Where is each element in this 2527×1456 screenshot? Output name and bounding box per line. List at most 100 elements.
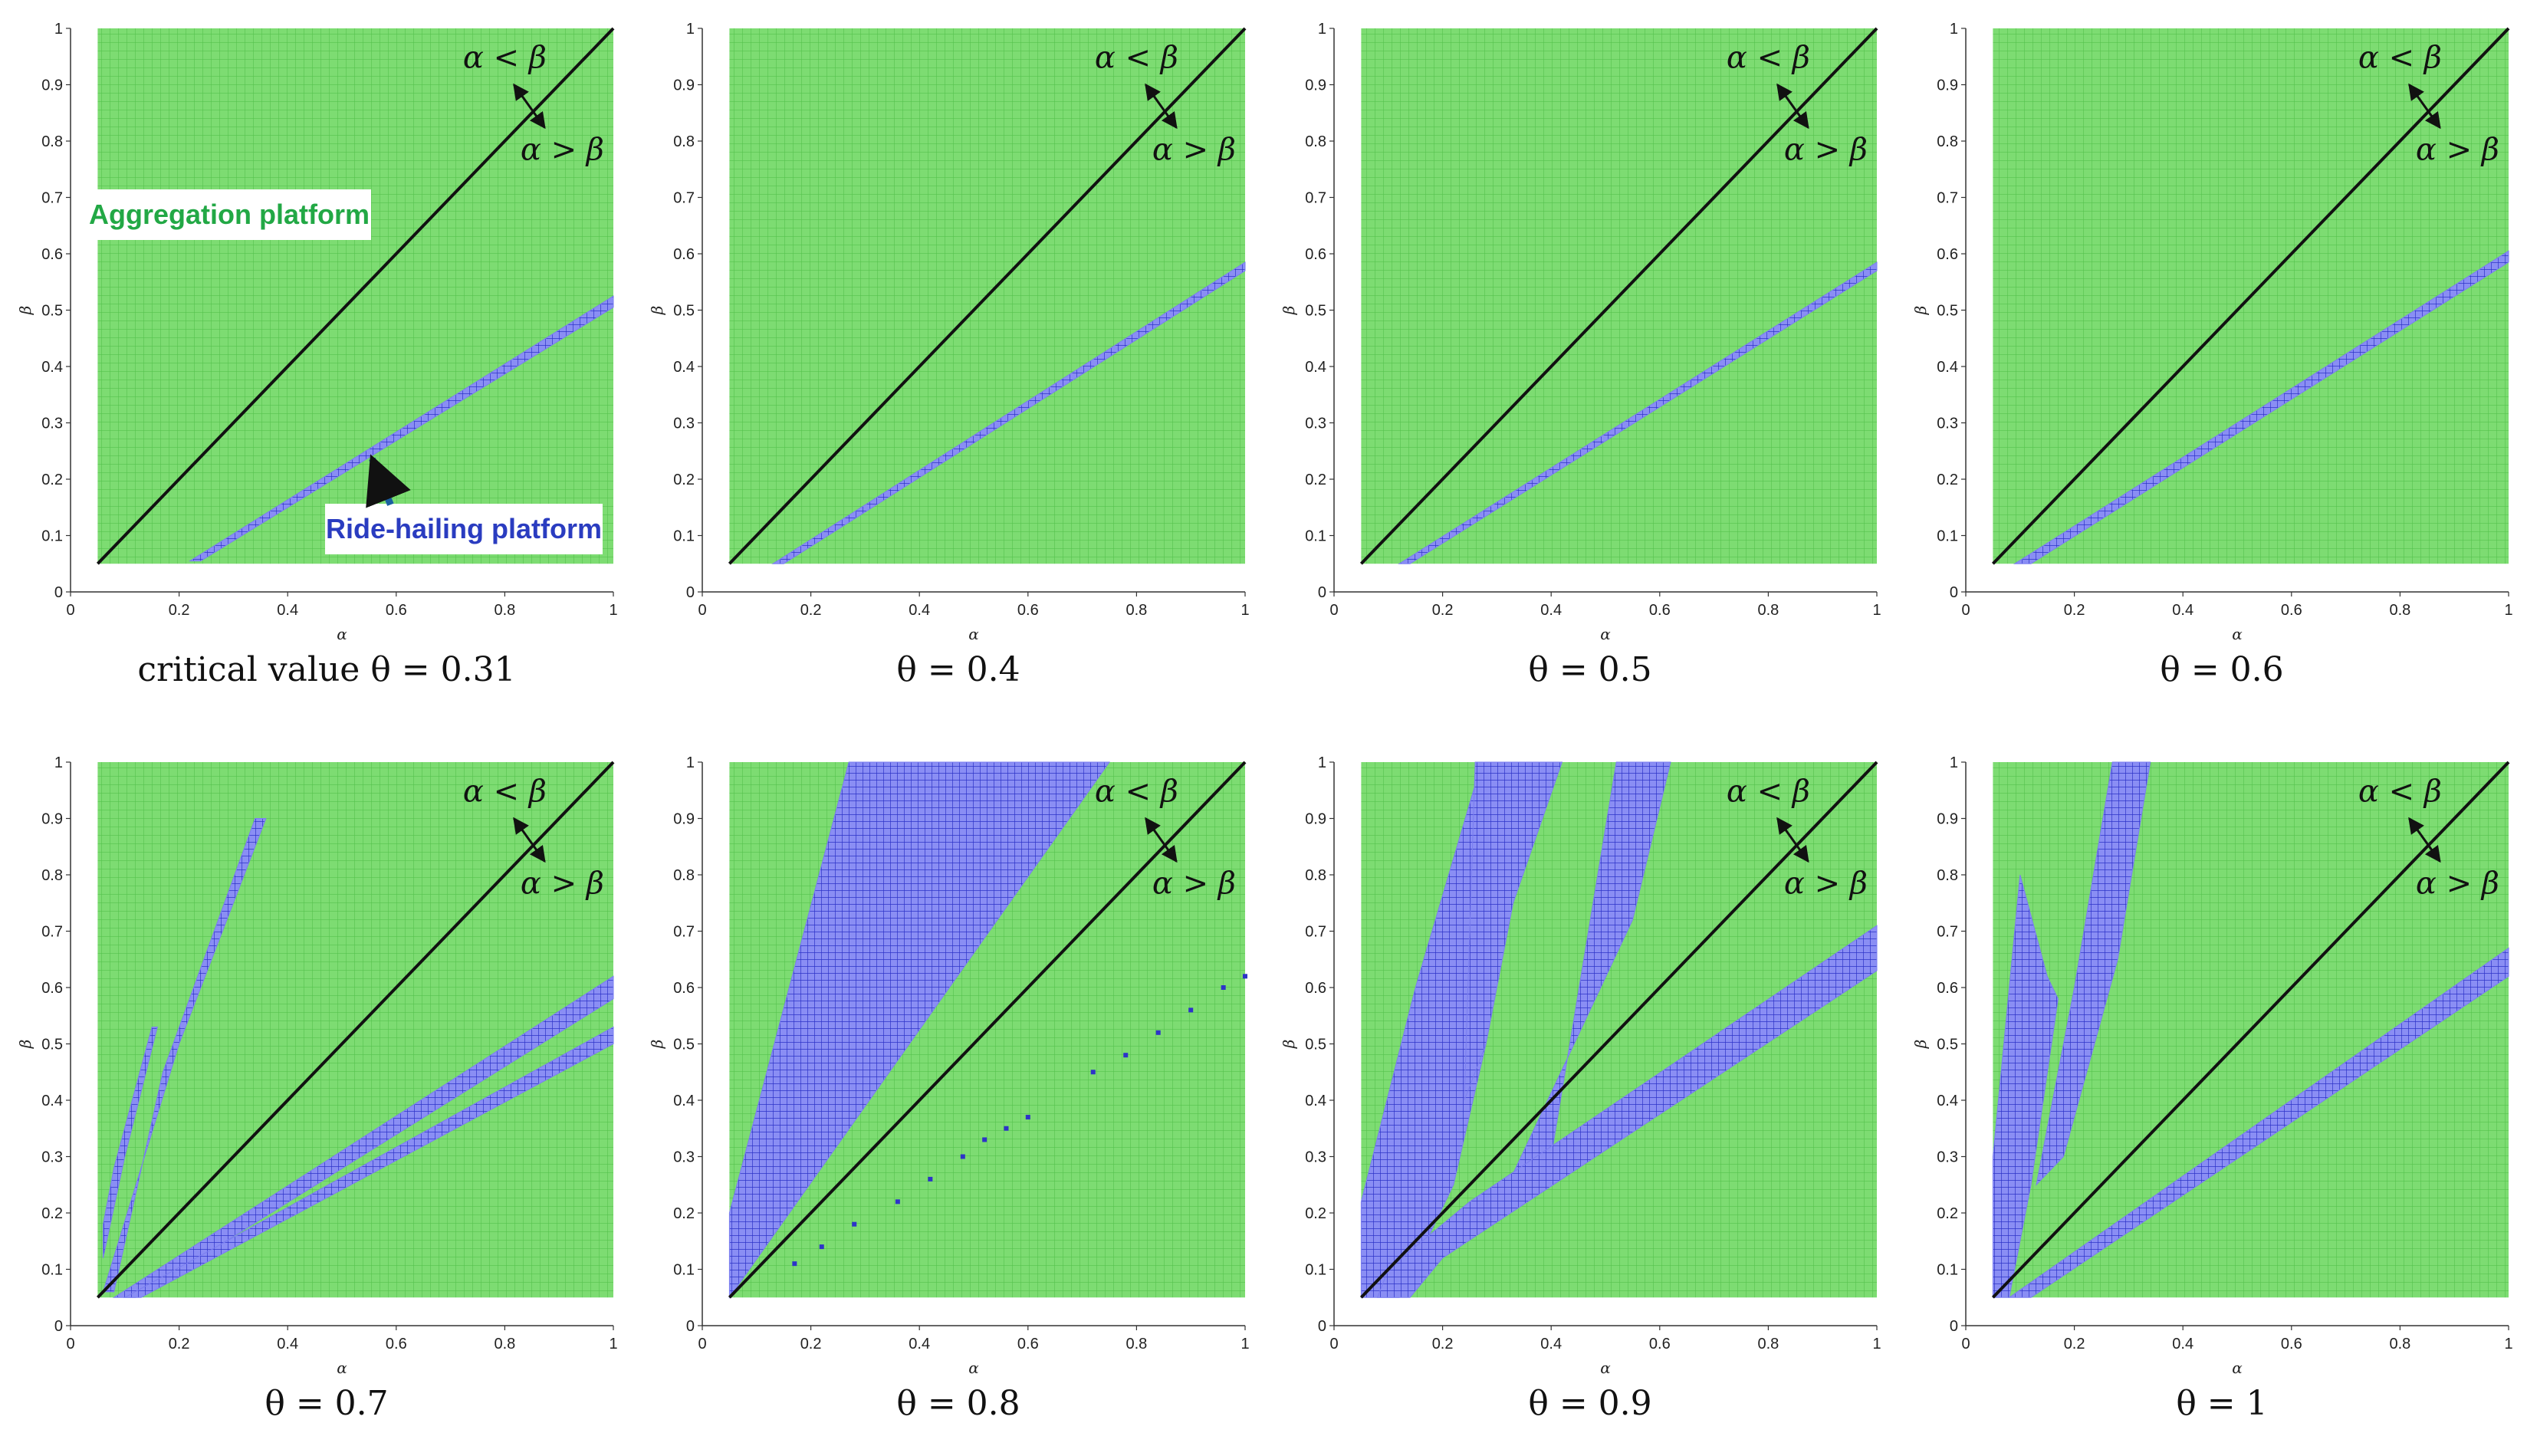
x-tick-label: 0.8 (494, 1336, 515, 1352)
ride-hailing-region-1 (1398, 261, 1878, 564)
y-tick-label: 1 (1950, 754, 1958, 771)
x-axis-label: α (2232, 1359, 2243, 1377)
annotation-alpha-lt-beta: α < β (463, 40, 547, 75)
y-tick-label: 0 (54, 584, 63, 601)
y-tick-label: 0.8 (673, 867, 695, 884)
annotation-alpha-gt-beta: α > β (1784, 132, 1868, 167)
y-tick-label: 0.2 (1305, 472, 1326, 488)
y-tick-label: 0.3 (41, 1149, 63, 1166)
panel-6: 0 0.2 0.4 0.6 0.8 1 0 0.1 0.2 0.3 0.4 0.5 0.6 0.7 0.8 0… (648, 754, 1250, 1423)
x-tick-label: 0.4 (2172, 1336, 2193, 1352)
x-tick-label: 0.2 (1432, 1336, 1454, 1352)
panel-4: 0 0.2 0.4 0.6 0.8 1 0 0.1 0.2 0.3 0.4 0.5 0.6 0.7 0.8 0… (1911, 21, 2513, 689)
aggregation-platform-label: Aggregation platform (89, 199, 370, 230)
x-tick-label: 0.4 (2172, 602, 2193, 619)
ride-hailing-point-9 (1025, 1115, 1030, 1120)
y-tick-label: 0.5 (673, 303, 695, 320)
y-tick-label: 0.6 (673, 246, 695, 263)
y-axis-label: β (1280, 306, 1298, 316)
double-arrow-icon (513, 83, 546, 130)
y-tick-label: 0.4 (1305, 1093, 1326, 1109)
x-tick-label: 0.6 (2281, 1336, 2302, 1352)
y-tick-label: 0.7 (1305, 924, 1326, 941)
panel-1: 0 0.2 0.4 0.6 0.8 1 0 0.1 0.2 0.3 0.4 0.5 0.6 0.7 0.8 0… (16, 21, 618, 689)
x-tick-label: 0 (1329, 1336, 1338, 1352)
x-tick-label: 1 (1240, 602, 1249, 619)
ride-hailing-point-3 (852, 1221, 857, 1227)
x-tick-label: 0 (66, 1336, 74, 1352)
x-axis-label: α (337, 625, 347, 643)
y-tick-label: 0.5 (1937, 303, 1958, 320)
y-tick-label: 0.4 (41, 1093, 63, 1109)
y-tick-label: 0.8 (41, 867, 63, 884)
panel-2: 0 0.2 0.4 0.6 0.8 1 0 0.1 0.2 0.3 0.4 0.5 0.6 0.7 0.8 0… (648, 21, 1250, 689)
panel-caption: θ = 0.5 (1528, 650, 1651, 689)
annotation-alpha-lt-beta: α < β (2358, 40, 2442, 75)
y-axis-label: β (16, 1040, 35, 1050)
x-tick-label: 0 (1961, 602, 1970, 619)
x-axis-label: α (1600, 625, 1611, 643)
x-tick-label: 0 (1329, 602, 1338, 619)
ride-hailing-platform-label: Ride-hailing platform (326, 513, 602, 544)
aggregation-label-box (87, 189, 371, 240)
ride-hailing-point-15 (1243, 974, 1247, 979)
pointer-arrow-icon (366, 454, 411, 508)
y-tick-label: 1 (1318, 21, 1326, 38)
ride-hailing-point-10 (1090, 1070, 1096, 1075)
y-tick-label: 0.8 (1937, 867, 1958, 884)
y-axis-label: β (1280, 1040, 1298, 1050)
double-arrow-icon (1145, 817, 1178, 863)
x-tick-label: 1 (1872, 602, 1881, 619)
x-axis-label: α (968, 625, 979, 643)
x-tick-label: 0.4 (277, 1336, 298, 1352)
y-tick-label: 0.4 (1305, 359, 1326, 376)
x-tick-label: 0.4 (277, 602, 298, 619)
x-tick-label: 0.2 (800, 1336, 822, 1352)
panel-caption: θ = 1 (2176, 1384, 2267, 1423)
y-tick-label: 0.2 (1305, 1205, 1326, 1222)
panel-5: 0 0.2 0.4 0.6 0.8 1 0 0.1 0.2 0.3 0.4 0.5 0.6 0.7 0.8 0… (16, 754, 618, 1423)
ride-hailing-point-8 (1004, 1126, 1009, 1131)
y-tick-label: 0.8 (1305, 867, 1326, 884)
x-tick-label: 0.6 (1017, 602, 1039, 619)
y-tick-label: 1 (54, 754, 63, 771)
ride-hailing-region-2 (1464, 761, 1563, 1101)
y-tick-label: 0.5 (673, 1037, 695, 1053)
y-tick-label: 1 (686, 21, 695, 38)
annotation-alpha-gt-beta: α > β (1784, 866, 1868, 901)
x-tick-label: 0.8 (2389, 1336, 2410, 1352)
y-tick-label: 1 (686, 754, 695, 771)
y-tick-label: 0.6 (673, 980, 695, 997)
ride-hailing-point-4 (895, 1199, 900, 1205)
panel-caption: critical value θ = 0.31 (137, 650, 515, 689)
annotation-alpha-lt-beta: α < β (463, 774, 547, 809)
ride-hailing-point-7 (982, 1137, 987, 1142)
y-tick-label: 0.2 (673, 472, 695, 488)
y-tick-label: 0.7 (673, 190, 695, 207)
annotation-alpha-gt-beta: α > β (2416, 866, 2499, 901)
x-tick-label: 0.2 (169, 1336, 190, 1352)
x-tick-label: 0.6 (1649, 1336, 1671, 1352)
annotation-alpha-gt-beta: α > β (2416, 132, 2499, 167)
y-tick-label: 0.3 (673, 416, 695, 432)
ride-hailing-point-6 (960, 1154, 965, 1159)
x-tick-label: 1 (2504, 1336, 2512, 1352)
panel-caption: θ = 0.4 (896, 650, 1020, 689)
double-arrow-icon (1776, 83, 1809, 130)
y-tick-label: 0.7 (1305, 190, 1326, 207)
y-tick-label: 0 (686, 584, 695, 601)
y-tick-label: 0.6 (1937, 980, 1958, 997)
ride-hailing-region-1 (102, 818, 267, 1293)
y-tick-label: 0.4 (673, 359, 695, 376)
y-tick-label: 0.8 (1937, 133, 1958, 150)
ride-hailing-point-5 (928, 1176, 933, 1182)
y-tick-label: 0.9 (1305, 77, 1326, 94)
x-axis-label: α (968, 1359, 979, 1377)
double-arrow-icon (1145, 83, 1178, 130)
x-tick-label: 0.6 (1649, 602, 1671, 619)
y-axis-label: β (648, 1040, 666, 1050)
y-tick-label: 0.5 (1937, 1037, 1958, 1053)
y-tick-label: 0.7 (1937, 190, 1958, 207)
annotation-alpha-gt-beta: α > β (1152, 866, 1236, 901)
